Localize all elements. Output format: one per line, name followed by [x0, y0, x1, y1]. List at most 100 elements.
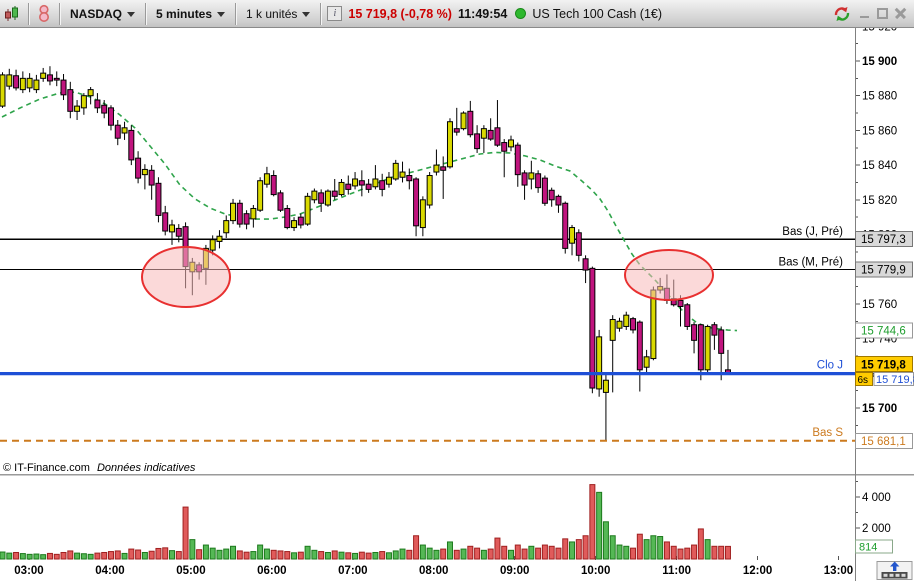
candle [60, 74, 67, 101]
time-tick-label: 13:00 [824, 565, 853, 577]
candle [399, 161, 406, 183]
ma-box [855, 322, 913, 339]
candle [494, 100, 501, 147]
volume-bar [521, 548, 528, 560]
volume-bar [446, 541, 453, 560]
volume-bar [514, 544, 521, 560]
candle [291, 217, 298, 232]
volume-bar [135, 549, 142, 560]
volume-bar [87, 553, 94, 560]
bas-m-box-label: 15 779,9 [861, 264, 906, 276]
candle [74, 100, 81, 120]
volume-bar [474, 547, 481, 560]
volume-bar [609, 535, 616, 560]
candle [630, 316, 637, 334]
minimize-button[interactable] [859, 8, 870, 19]
volume-bar [141, 551, 148, 560]
time-axis: 03:00 04:00 05:00 06:00 07:00 08:00 09:00 10:00… [14, 556, 853, 577]
bas-j-box-label: 15 797,3 [861, 234, 906, 246]
chart-window-toolbar: NASDAQ 5 minutes 1 k unités i 15 719,8 (… [0, 0, 914, 28]
candle [555, 194, 562, 213]
volume-bar [480, 549, 487, 560]
volume-bar [324, 551, 331, 560]
candle [487, 118, 494, 141]
candle [358, 170, 365, 197]
moving-average-line[interactable] [1, 91, 738, 332]
volume-bar [541, 544, 548, 560]
candle [114, 119, 121, 146]
show-panel-button[interactable] [876, 561, 913, 580]
volume-bar [460, 548, 467, 560]
candle [338, 178, 345, 197]
volume-bar [582, 535, 589, 560]
volume-bar [230, 545, 237, 560]
price-tick-label: 15 880 [862, 91, 897, 103]
candle [345, 175, 352, 195]
highlight-ellipse[interactable] [624, 249, 714, 301]
volume-bar [202, 544, 209, 560]
volume-bar [338, 551, 345, 560]
symbol-dropdown[interactable]: NASDAQ [64, 2, 141, 26]
candle [711, 322, 718, 350]
candle [609, 315, 616, 393]
candle [324, 189, 331, 207]
volume-bar [677, 548, 684, 560]
volume-bar [277, 550, 284, 560]
chart-type-button[interactable] [0, 2, 24, 26]
candle [148, 165, 155, 200]
volume-bar [575, 539, 582, 560]
time-tick-label: 09:00 [500, 565, 529, 577]
arrow-up-icon [890, 561, 900, 567]
volume-bar [684, 547, 691, 560]
candle [562, 201, 569, 254]
candle [175, 224, 182, 243]
timeframe-dropdown[interactable]: 5 minutes [150, 2, 231, 26]
toolbar-separator [145, 2, 147, 25]
candle [94, 93, 101, 114]
last-volume-box [855, 539, 893, 554]
volume-bar [589, 484, 596, 560]
candlestick-icon [5, 5, 18, 21]
candle [304, 192, 311, 226]
highlight-ellipse[interactable] [141, 246, 231, 308]
candle [446, 118, 453, 169]
volume-bar [440, 548, 447, 560]
volume-bar [318, 551, 325, 560]
volume-bar [304, 545, 311, 560]
countdown-label: 6s [858, 375, 869, 386]
candle [467, 100, 474, 138]
volume-bar [623, 545, 630, 560]
candle [691, 322, 698, 354]
level-label-bas-j: Bas (J, Pré) [782, 226, 843, 238]
volume-bar [385, 552, 392, 560]
units-dropdown[interactable]: 1 k unités [240, 2, 316, 26]
maximize-button[interactable] [877, 8, 888, 19]
volume-bar [365, 552, 372, 560]
volume-bar [107, 551, 114, 560]
quote-time: 11:49:54 [457, 6, 508, 21]
candle [419, 196, 426, 237]
candle [704, 324, 711, 373]
volume-bar [243, 551, 250, 560]
refresh-button[interactable] [829, 2, 855, 26]
bas-s-box-label: 15 681,1 [861, 436, 906, 448]
volume-bar [711, 545, 718, 560]
tick-count-button[interactable] [33, 2, 55, 26]
volume-bar [189, 539, 196, 560]
volume-bar [555, 547, 562, 560]
close-button[interactable] [895, 8, 906, 19]
volume-bar [284, 551, 291, 560]
volume-bar [453, 549, 460, 560]
candle [460, 111, 467, 131]
candle [453, 107, 460, 136]
volume-bar [569, 541, 576, 560]
info-icon[interactable]: i [327, 6, 343, 21]
volume-bar [358, 551, 365, 560]
time-tick-label: 11:00 [662, 565, 691, 577]
toolbar-separator [59, 2, 60, 25]
candle [636, 320, 643, 392]
volume-bar [372, 551, 379, 560]
volume-bar [169, 550, 175, 560]
symbol-label: NASDAQ [70, 6, 123, 21]
